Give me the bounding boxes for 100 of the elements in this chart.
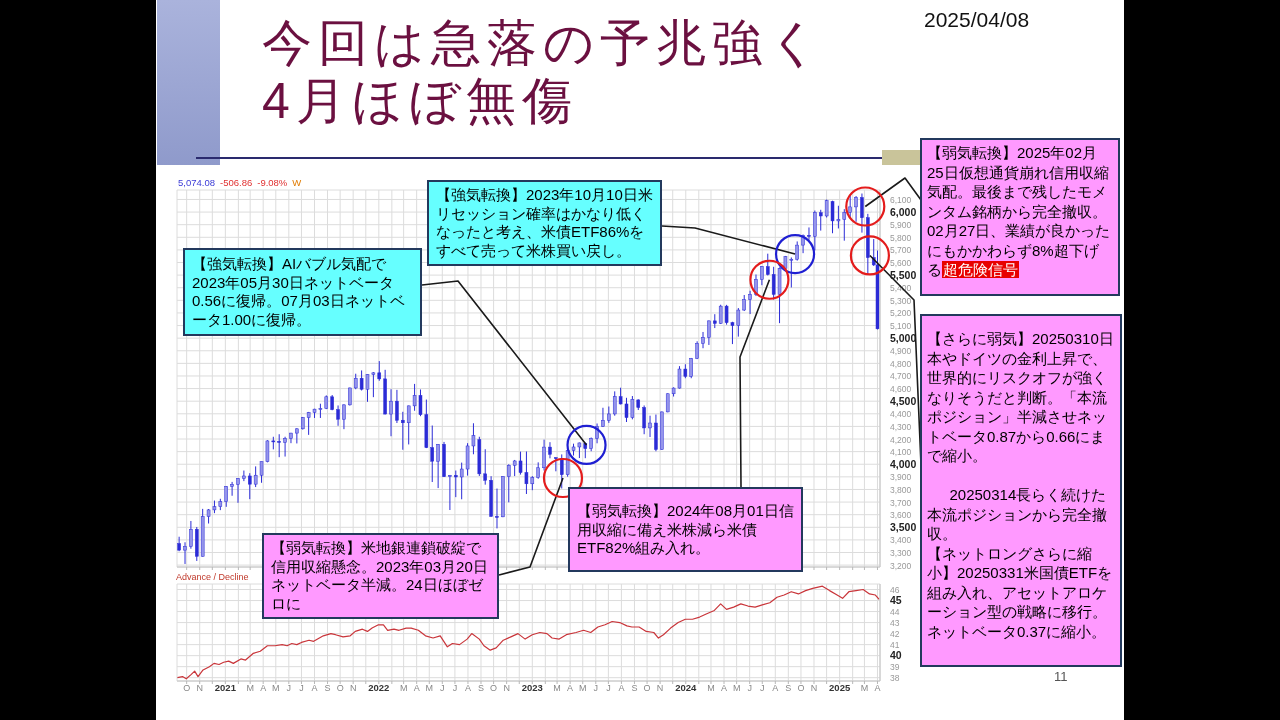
text: 5,074.08 xyxy=(178,177,215,188)
candlestick xyxy=(236,477,240,504)
y-tick-label: 40 xyxy=(890,649,902,662)
y-tick-label: 39 xyxy=(890,662,900,673)
text: W xyxy=(292,177,302,188)
x-tick-label: N xyxy=(196,683,203,693)
y-tick-label: 5,700 xyxy=(890,245,912,256)
x-tick-label: N xyxy=(810,683,818,693)
y-tick-label: 5,900 xyxy=(890,220,912,231)
y-tick-label: 44 xyxy=(890,607,900,618)
candlestick xyxy=(483,448,487,486)
candlestick xyxy=(277,433,281,458)
candlestick xyxy=(389,388,393,437)
text: -9.08% xyxy=(257,177,288,188)
text: -506.86 xyxy=(219,177,253,188)
y-tick-label: 4,300 xyxy=(890,421,912,432)
text: 【ネットロングさらに縮小】20250331米国債ETFを組み入れ、アセットアロケーション型の戦略に移行。ネットベータ0.37に縮小。 xyxy=(927,543,1114,641)
x-tick-label: S xyxy=(631,683,638,693)
y-tick-label: 3,800 xyxy=(890,484,912,495)
x-tick-label: S xyxy=(477,683,484,693)
candlestick xyxy=(230,481,234,497)
candlestick xyxy=(495,488,499,529)
candlestick xyxy=(542,439,546,472)
x-tick-label: M xyxy=(860,683,869,693)
y-tick-label: 4,200 xyxy=(890,434,912,445)
x-tick-label: J xyxy=(593,683,599,693)
candlestick xyxy=(395,389,399,424)
x-tick-label: A xyxy=(721,683,728,693)
y-tick-label: 3,400 xyxy=(890,535,912,546)
x-tick-label: O xyxy=(797,683,805,693)
candlestick xyxy=(342,403,346,430)
candlestick xyxy=(336,404,340,427)
x-tick-label: A xyxy=(772,683,779,693)
x-tick-label: M xyxy=(272,683,280,693)
y-tick-label: 4,100 xyxy=(890,447,912,458)
y-tick-label: 46 xyxy=(890,585,900,596)
text: 20250314長らく続けた本流ポジションから完全撤収。 xyxy=(927,485,1108,544)
y-tick-label: 3,200 xyxy=(890,560,912,571)
candlestick xyxy=(242,470,246,482)
x-tick-label: 2021 xyxy=(214,682,237,693)
x-tick-label: J xyxy=(452,683,458,693)
y-tick-label: 45 xyxy=(890,594,902,607)
candlestick xyxy=(248,472,252,500)
y-tick-label: 42 xyxy=(890,629,900,640)
y-tick-label: 6,000 xyxy=(890,205,917,218)
text: 超危険信号 xyxy=(942,261,1019,278)
candlestick xyxy=(807,226,811,241)
candlestick xyxy=(760,265,764,286)
x-tick-label: A xyxy=(413,683,420,693)
candlestick xyxy=(189,520,193,550)
candlestick xyxy=(848,195,852,218)
annotation: 【さらに弱気】20250310日本やドイツの金利上昇で、世界的にリスクオフが強くなりそうだと判断。「本流ポジション」半減させネットベータ0.87から0.66にまで縮小。 xyxy=(927,329,1115,466)
x-tick-label: J xyxy=(760,683,765,693)
candlestick xyxy=(854,195,858,223)
candlestick xyxy=(454,470,458,498)
y-tick-label: 38 xyxy=(890,673,900,684)
y-tick-label: 3,700 xyxy=(890,497,912,508)
candlestick xyxy=(448,474,452,511)
x-tick-label: O xyxy=(643,683,651,693)
y-tick-label: 3,600 xyxy=(890,510,912,521)
y-tick-label: 5,300 xyxy=(890,295,912,306)
y-tick-label: 4,800 xyxy=(890,358,912,369)
candlestick xyxy=(707,320,711,346)
candlestick xyxy=(401,411,405,451)
x-tick-label: O xyxy=(490,683,498,693)
y-tick-label: 5,000 xyxy=(890,331,917,344)
x-tick-label: M xyxy=(732,683,741,693)
y-tick-label: 3,500 xyxy=(890,520,917,533)
x-tick-label: S xyxy=(785,683,792,693)
candlestick xyxy=(295,427,299,444)
x-tick-label: N xyxy=(503,683,510,693)
chart-title: 今回は急落の予兆強く 4月ほぼ無傷 xyxy=(262,14,825,130)
x-tick-label: 2022 xyxy=(368,682,390,693)
x-tick-label: M xyxy=(399,683,408,693)
y-tick-label: 41 xyxy=(890,640,900,651)
y-tick-label: 4,400 xyxy=(890,409,912,420)
x-tick-label: M xyxy=(246,683,254,693)
annotation: 【弱気転換】米地銀連鎖破綻で信用収縮懸念。2023年03月20日ネットベータ半減。24日ほぼゼロに xyxy=(271,539,489,613)
x-tick-label: 2025 xyxy=(829,682,851,693)
x-tick-label: M xyxy=(707,683,715,693)
x-tick-label: O xyxy=(183,683,191,693)
x-tick-label: M xyxy=(553,683,561,693)
x-tick-label: 2024 xyxy=(675,682,698,693)
y-tick-label: 3,300 xyxy=(890,548,912,558)
x-tick-label: 2023 xyxy=(521,682,543,693)
x-tick-label: A xyxy=(874,683,881,693)
y-tick-label: 43 xyxy=(890,618,900,629)
annotation: 【強気転換】2023年10月10日米リセッション確率はかなり低くなったと考え、米債ETF86%をすべて売って米株買い戻し。 xyxy=(436,186,653,260)
y-tick-label: 4,600 xyxy=(890,384,912,395)
x-tick-label: A xyxy=(464,683,471,693)
candlestick xyxy=(860,193,864,234)
annotation: 【強気転換】AIバブル気配で2023年05月30日ネットベータ0.56に復帰。07月03日ネットベータ1.00に復帰。 xyxy=(192,255,406,329)
x-tick-label: J xyxy=(747,683,752,693)
y-tick-label: 4,700 xyxy=(890,371,912,382)
y-tick-label: 3,900 xyxy=(890,472,912,483)
x-tick-label: A xyxy=(618,683,625,693)
x-tick-label: A xyxy=(567,683,574,693)
text: 11 xyxy=(1054,669,1068,684)
candlestick xyxy=(642,404,646,435)
y-tick-label: 5,100 xyxy=(890,321,912,332)
